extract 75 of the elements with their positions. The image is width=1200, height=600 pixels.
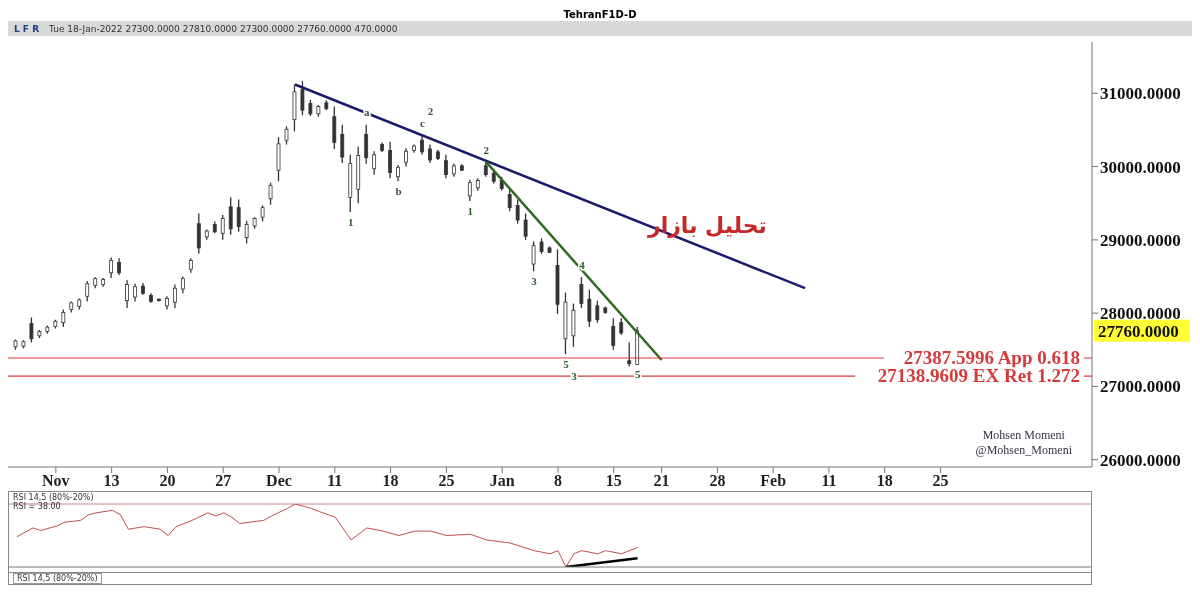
candlestick [388,141,392,179]
annotation: 3 [531,274,538,287]
annotation: b [395,184,402,197]
candlestick [515,198,520,225]
x-tick-label: 20 [159,472,176,490]
text: Tue 18-Jan-2022 27300.0000 27810.0000 27300.0000 27760.0000 470.0000 [49,23,398,34]
x-tick-label: 21 [653,472,670,490]
annotation: 5 [634,367,641,380]
candlestick [579,276,584,309]
candlestick [531,240,536,272]
y-tick-label: 31000.0000 [1100,84,1181,104]
text: 27760.0000 [1098,321,1179,341]
candlestick [364,124,369,165]
x-tick-label: 25 [438,472,455,490]
y-tick-label: 29000.0000 [1100,230,1181,250]
candlestick [125,279,129,309]
annotation: تحلیل بازار [648,213,767,238]
candlestick [220,214,225,241]
annotation: @Mohsen_Momeni [975,443,1072,458]
candlestick [428,143,432,164]
annotation: Mohsen Momeni [981,428,1066,443]
x-tick-label: 11 [327,472,343,490]
x-tick-label: 8 [553,472,562,490]
candlestick [268,182,273,206]
candlestick [173,283,177,309]
text: RSI 14,5 (80%-20%) [13,493,94,502]
candlestick [587,289,592,328]
text: RSI 14,5 (80%-20%) [13,573,102,584]
annotation: RSI = 38.00 [13,502,62,511]
candlestick [611,317,616,351]
annotation: a [363,106,370,119]
x-tick-label: 25 [932,472,949,490]
x-tick-label: Jan [489,472,515,490]
annotation: 4 [579,258,586,271]
x-tick-label: Feb [760,472,787,490]
x-tick-label: 18 [382,472,399,490]
candlestick [444,154,448,179]
candlestick [507,187,512,212]
candlestick [467,179,472,202]
x-tick-label: Nov [42,472,70,490]
candlestick [284,125,289,146]
annotation: 2 [427,104,434,117]
text: L F R [14,23,40,34]
annotation: 1 [347,215,354,228]
y-tick-label: 26000.0000 [1100,450,1181,470]
x-tick-label: 15 [605,472,622,490]
annotation: 1 [467,204,474,217]
annotation: c [420,116,426,129]
annotation: 5 [563,357,570,370]
chart-title: TehranF1D-D [562,8,638,21]
candlestick [228,196,233,236]
y-tick-label: 27000.0000 [1100,377,1181,397]
annotation: 2 [483,143,490,156]
x-tick-label: 13 [103,472,120,490]
x-tick-label: 18 [876,472,893,490]
x-tick-label: 11 [821,472,837,490]
candlestick [300,80,305,116]
candlestick [595,300,600,324]
candlestick [420,134,424,156]
candlestick [523,212,528,241]
candlestick [627,341,632,368]
candlestick [109,256,114,279]
candlestick [404,147,408,168]
candlestick [372,150,377,176]
x-tick-label: 28 [709,472,726,490]
y-tick-label: 28000.0000 [1100,304,1181,324]
candlestick [340,124,345,164]
candlestick [236,198,241,233]
ref-line-label: 27387.5996 App 0.618 [903,346,1080,368]
candlestick [29,316,34,344]
candlestick [244,220,249,245]
candlestick [85,280,90,303]
y-tick-label: 30000.0000 [1100,157,1181,177]
x-tick-label: Dec [266,472,292,490]
x-tick-label: 27 [215,472,232,490]
